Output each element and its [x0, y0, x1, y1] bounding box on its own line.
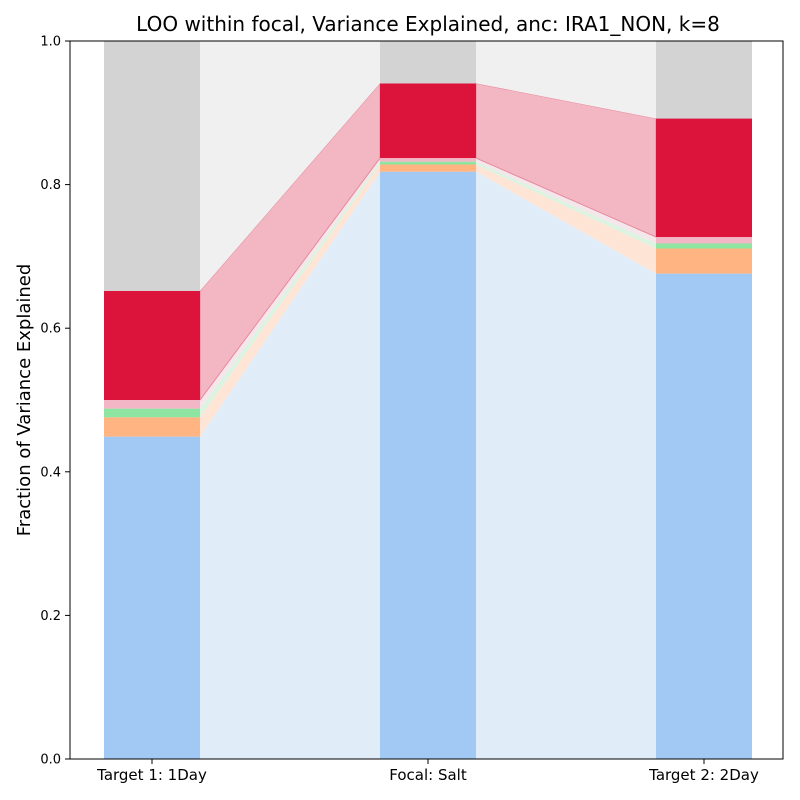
chart-title: LOO within focal, Variance Explained, an… — [136, 12, 720, 36]
band-series-3-2 — [476, 161, 656, 249]
x-tick-label-0: Target 1: 1Day — [96, 766, 207, 784]
bar-segment-1-5 — [104, 290, 200, 400]
flow-bands — [199, 41, 657, 759]
band-series-1-1 — [200, 171, 380, 759]
bar-segment-1-2 — [104, 417, 200, 437]
band-series-6-1 — [200, 41, 380, 291]
x-tick-label-2: Target 2: 2Day — [648, 766, 759, 784]
bar-segment-2-6 — [380, 41, 476, 84]
bar-segment-1-4 — [104, 400, 200, 409]
bar-segment-3-5 — [656, 118, 752, 238]
axes: 0.0 0.2 0.4 0.6 0.8 1.0 Target 1: 1Day Focal: S… — [40, 35, 784, 784]
bar-segment-3-3 — [656, 243, 752, 249]
bar-segment-2-5 — [380, 83, 476, 159]
band-series-4-2 — [476, 158, 656, 244]
bar-segment-2-2 — [380, 164, 476, 172]
band-series-6-2 — [476, 41, 656, 119]
y-tick-label-5: 1.0 — [40, 35, 61, 50]
band-series-2-1 — [200, 164, 380, 437]
y-tick-label-0: 0.0 — [40, 753, 61, 768]
bar-segment-1-1 — [104, 436, 200, 759]
bar-segment-2-1 — [380, 171, 476, 759]
band-series-1-2 — [476, 171, 656, 759]
bar-segment-3-4 — [656, 237, 752, 244]
band-series-4-1 — [200, 158, 380, 409]
plot-frame — [69, 40, 784, 760]
y-axis-label: Fraction of Variance Explained — [14, 264, 35, 537]
y-tick-label-2: 0.4 — [40, 465, 61, 480]
bar-segment-2-4 — [380, 158, 476, 162]
bar-segment-3-1 — [656, 273, 752, 759]
bar-segment-3-2 — [656, 248, 752, 274]
y-tick-label-3: 0.6 — [40, 322, 61, 337]
band-series-2-2 — [476, 164, 656, 274]
bar-segment-3-6 — [656, 41, 752, 119]
band-series-3-1 — [200, 161, 380, 418]
y-tick-label-4: 0.8 — [40, 178, 61, 193]
stacked-bars — [104, 41, 752, 759]
bar-segment-1-6 — [104, 41, 200, 291]
bar-segment-1-3 — [104, 408, 200, 418]
y-tick-label-1: 0.2 — [40, 609, 61, 624]
bar-segment-2-3 — [380, 161, 476, 165]
x-tick-label-1: Focal: Salt — [389, 766, 467, 784]
